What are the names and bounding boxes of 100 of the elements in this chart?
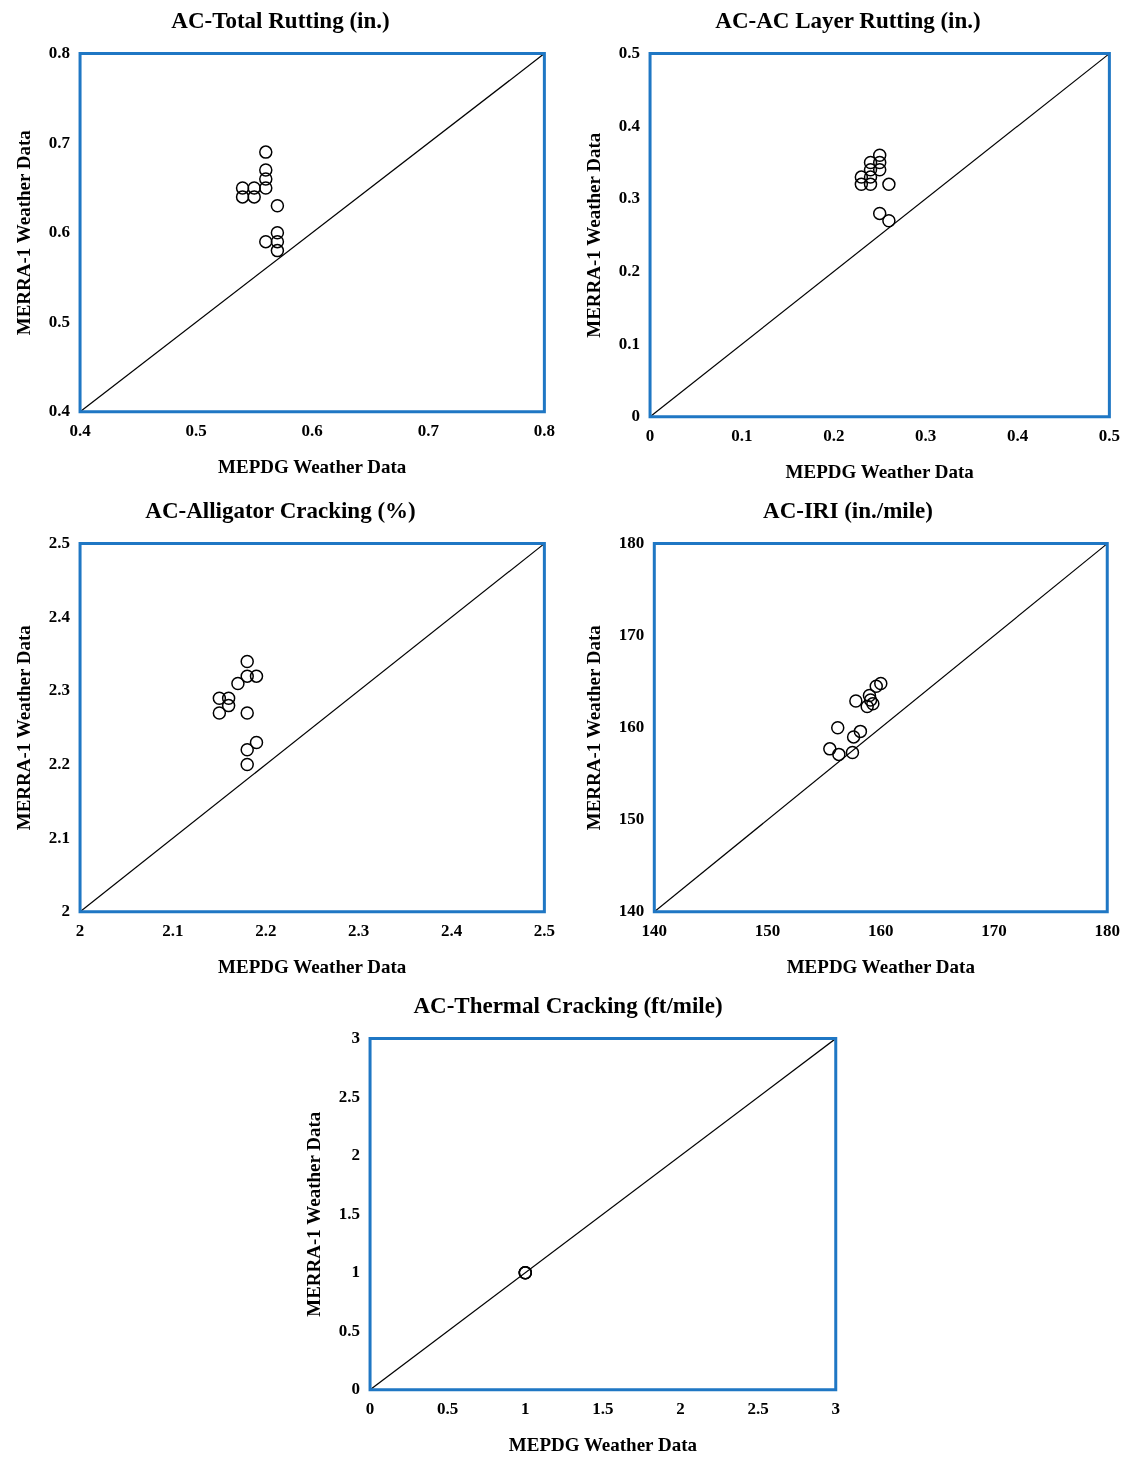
point — [846, 730, 861, 744]
chart-title: AC-IRI (in./mile) — [763, 497, 933, 523]
x-axis-title: MEPDG Weather Data — [785, 460, 975, 482]
point — [863, 177, 878, 192]
point — [270, 199, 285, 213]
point — [270, 234, 285, 249]
x-tick-label: 0.1 — [731, 426, 753, 446]
point — [872, 155, 887, 170]
point — [860, 699, 874, 714]
point — [863, 693, 878, 707]
point — [240, 757, 254, 772]
point — [247, 181, 261, 195]
y-tick-label: 0.4 — [48, 401, 71, 421]
point — [853, 724, 868, 739]
x-tick-label: 3 — [831, 1399, 840, 1419]
y-tick-label: 1 — [351, 1262, 361, 1282]
y-tick-label: 170 — [618, 625, 645, 645]
chart-title: AC-Alligator Cracking (%) — [145, 497, 416, 523]
x-tick-label: 2.4 — [440, 921, 463, 941]
x-tick-label: 150 — [754, 921, 781, 941]
point — [249, 669, 264, 683]
point — [831, 720, 845, 735]
y-tick-label: 0.5 — [338, 1320, 361, 1340]
point — [862, 688, 877, 703]
y-tick-label: 2.2 — [48, 753, 71, 773]
y-tick-label: 2 — [351, 1145, 361, 1165]
x-tick-label: 170 — [981, 921, 1007, 941]
point — [221, 698, 236, 713]
point — [869, 679, 883, 694]
y-tick-label: 0 — [351, 1379, 361, 1399]
y-tick-label: 2.5 — [48, 532, 71, 552]
x-tick-label: 180 — [1094, 921, 1120, 941]
y-tick-label: 0.4 — [618, 115, 641, 135]
y-axis-title: MERRA-1 Weather Data — [583, 132, 605, 338]
point — [212, 691, 227, 705]
point — [259, 172, 273, 186]
point — [866, 697, 880, 711]
y-tick-label: 140 — [618, 901, 645, 921]
x-tick-label: 0.5 — [1098, 426, 1120, 446]
point — [240, 743, 254, 757]
point — [872, 206, 887, 221]
y-tick-label: 150 — [618, 809, 645, 829]
y-tick-label: 0.2 — [618, 260, 641, 280]
y-tick-label: 0.5 — [618, 42, 641, 62]
point — [882, 177, 896, 192]
x-axis-title: MEPDG Weather Data — [218, 455, 407, 477]
x-tick-label: 1 — [521, 1399, 530, 1419]
point — [240, 654, 254, 669]
x-tick-label: 0.4 — [1006, 426, 1029, 446]
point — [874, 676, 888, 691]
x-tick-label: 0.6 — [301, 421, 323, 441]
point — [249, 735, 264, 750]
point — [259, 181, 273, 195]
x-tick-label: 0.4 — [69, 421, 92, 441]
y-tick-label: 0.3 — [618, 188, 641, 208]
y-tick-label: 2.4 — [48, 606, 71, 626]
x-tick-label: 0.5 — [437, 1399, 459, 1419]
point — [247, 190, 261, 204]
y-tick-label: 0 — [631, 406, 641, 426]
point — [235, 181, 250, 195]
y-tick-label: 0.6 — [48, 222, 71, 242]
y-tick-label: 180 — [618, 532, 645, 552]
point — [259, 234, 273, 249]
x-tick-label: 160 — [868, 921, 894, 941]
x-tick-label: 0.8 — [533, 421, 555, 441]
x-tick-label: 0.2 — [823, 426, 845, 446]
x-tick-label: 0.3 — [915, 426, 937, 446]
point — [854, 177, 869, 192]
x-tick-label: 0.5 — [185, 421, 207, 441]
point — [270, 225, 285, 240]
y-tick-label: 0.1 — [618, 333, 641, 353]
point — [863, 155, 878, 170]
y-tick-label: 2.3 — [48, 680, 71, 700]
x-tick-label: 2.2 — [255, 921, 277, 941]
point — [231, 676, 245, 691]
point — [863, 163, 878, 177]
y-tick-label: 160 — [618, 717, 645, 737]
chart-title: AC-Total Rutting (in.) — [171, 7, 390, 33]
x-tick-label: 2.1 — [162, 921, 184, 941]
y-tick-label: 2.5 — [338, 1086, 361, 1106]
point — [240, 669, 254, 683]
y-tick-label: 0.5 — [48, 311, 71, 331]
x-tick-label: 2.5 — [533, 921, 555, 941]
y-tick-label: 3 — [351, 1027, 361, 1047]
point — [259, 163, 273, 177]
point — [832, 747, 846, 762]
point — [221, 691, 236, 705]
x-tick-label: 0 — [365, 1399, 375, 1419]
x-tick-label: 0.7 — [417, 421, 440, 441]
point — [854, 170, 869, 184]
x-tick-label: 140 — [641, 921, 668, 941]
chart-title: AC-Thermal Cracking (ft/mile) — [413, 992, 723, 1018]
x-tick-label: 2 — [676, 1399, 685, 1419]
y-tick-label: 1.5 — [338, 1203, 361, 1223]
y-tick-label: 0.7 — [48, 132, 71, 152]
y-tick-label: 0.8 — [48, 42, 71, 62]
x-tick-label: 2.5 — [747, 1399, 769, 1419]
point — [270, 243, 285, 258]
point — [872, 163, 887, 177]
point — [882, 213, 896, 228]
